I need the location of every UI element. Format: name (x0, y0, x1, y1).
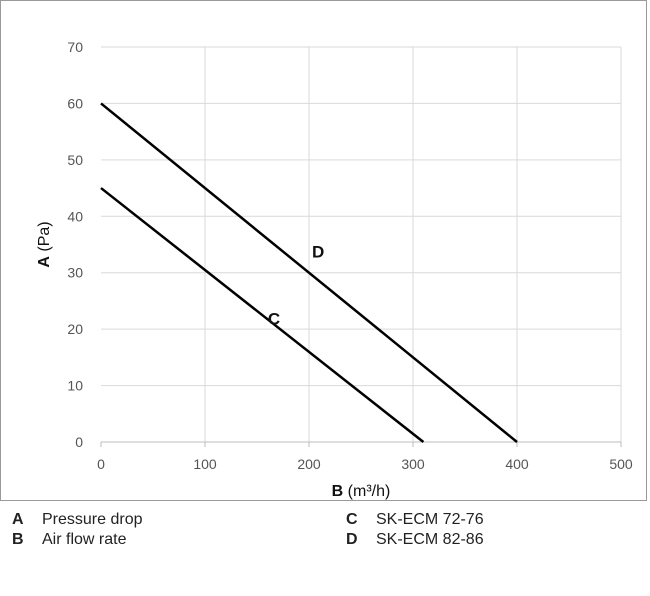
y-axis-title-key: A (36, 256, 53, 268)
chart-frame (0, 0, 647, 501)
x-tick-label: 0 (97, 456, 105, 472)
line-chart: 0 100 200 300 400 500 0 10 20 30 40 50 60 70 C D B (m³/h… (36, 39, 633, 500)
legend-item-d: D SK-ECM 82-86 (346, 531, 484, 549)
x-tick-label: 300 (401, 456, 425, 472)
y-tick-label: 10 (67, 378, 83, 394)
y-axis-title-unit: (Pa) (36, 221, 53, 256)
y-tick-label: 30 (67, 265, 83, 281)
legend-key-d: D (346, 531, 358, 548)
x-tick-label: 200 (297, 456, 321, 472)
x-tick-label: 400 (505, 456, 529, 472)
legend-key-c: C (346, 511, 358, 528)
y-tick-label: 20 (67, 321, 83, 337)
x-tick-label: 500 (609, 456, 633, 472)
x-tick-label: 100 (193, 456, 217, 472)
legend-key-b: B (12, 531, 24, 548)
legend-text-b: Air flow rate (42, 531, 127, 548)
y-axis-title: A (Pa) (36, 221, 53, 267)
y-tick-label: 0 (75, 434, 83, 450)
series-line-d (100, 102, 518, 443)
legend-text-a: Pressure drop (42, 511, 143, 528)
x-axis-title-unit: (m³/h) (343, 483, 390, 500)
legend-text-c: SK-ECM 72-76 (376, 511, 484, 528)
legend-text-d: SK-ECM 82-86 (376, 531, 484, 548)
legend-item-c: C SK-ECM 72-76 (346, 511, 484, 529)
legend-key-a: A (12, 511, 24, 528)
y-tick-label: 50 (67, 152, 83, 168)
series-label-c: C (268, 310, 280, 329)
y-tick-label: 60 (67, 95, 83, 111)
series-line-c (100, 187, 425, 443)
x-axis-title: B (m³/h) (332, 483, 391, 500)
y-tick-label: 40 (67, 208, 83, 224)
legend-item-a: A Pressure drop (12, 511, 143, 529)
y-tick-label: 70 (67, 39, 83, 55)
series-label-d: D (312, 243, 324, 262)
x-axis-title-key: B (332, 483, 344, 500)
legend-item-b: B Air flow rate (12, 531, 126, 549)
